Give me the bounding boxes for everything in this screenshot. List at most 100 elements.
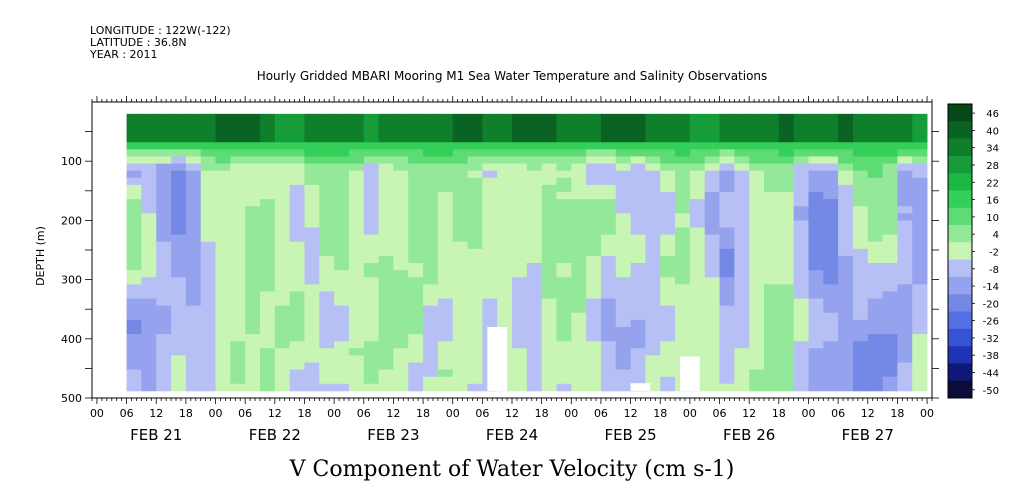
heatmap-cell bbox=[882, 120, 898, 129]
heatmap-cell bbox=[793, 369, 809, 378]
heatmap-cell bbox=[586, 163, 602, 172]
heatmap-cell bbox=[734, 220, 750, 228]
heatmap-cell bbox=[467, 362, 483, 370]
heatmap-cell bbox=[171, 199, 187, 207]
heatmap-cell bbox=[289, 163, 305, 172]
heatmap-cell bbox=[289, 241, 305, 250]
x-hour-tick-label: 00 bbox=[209, 407, 223, 420]
heatmap-cell bbox=[289, 177, 305, 186]
heatmap-cell bbox=[512, 305, 528, 314]
heatmap-cell bbox=[838, 326, 854, 335]
heatmap-cell bbox=[408, 227, 424, 235]
heatmap-cell bbox=[808, 135, 824, 143]
heatmap-cell bbox=[675, 312, 691, 321]
heatmap-cell bbox=[556, 319, 572, 328]
heatmap-cell bbox=[823, 348, 839, 356]
heatmap-cell bbox=[348, 227, 365, 235]
heatmap-cell bbox=[200, 220, 216, 228]
heatmap-cell bbox=[260, 135, 276, 143]
heatmap-cell bbox=[156, 248, 172, 257]
heatmap-cell bbox=[482, 255, 498, 264]
heatmap-cell bbox=[660, 184, 676, 193]
heatmap-cell bbox=[600, 326, 617, 335]
heatmap-cell bbox=[749, 234, 765, 243]
heatmap-cell bbox=[230, 341, 246, 349]
heatmap-cell bbox=[645, 341, 661, 349]
heatmap-cell bbox=[378, 248, 394, 257]
heatmap-cell bbox=[141, 326, 157, 335]
heatmap-cell bbox=[793, 248, 809, 257]
heatmap-cell bbox=[319, 234, 335, 243]
heatmap-cell bbox=[230, 163, 246, 172]
x-hour-tick-label: 00 bbox=[801, 407, 815, 420]
heatmap-cell bbox=[734, 234, 750, 243]
heatmap-cell bbox=[185, 163, 202, 172]
heatmap-cell bbox=[452, 113, 468, 122]
heatmap-cell bbox=[734, 170, 750, 179]
heatmap-cell bbox=[793, 170, 809, 179]
heatmap-cell bbox=[126, 334, 142, 342]
heatmap-cell bbox=[897, 191, 913, 200]
heatmap-cell bbox=[348, 220, 365, 228]
heatmap-cell bbox=[512, 177, 528, 186]
heatmap-cell bbox=[408, 206, 424, 214]
heatmap-cell bbox=[141, 213, 157, 221]
heatmap-cell bbox=[660, 298, 676, 307]
heatmap-cell bbox=[260, 298, 276, 307]
heatmap-cell bbox=[615, 277, 631, 285]
heatmap-cell bbox=[556, 383, 572, 392]
colorbar-swatch bbox=[948, 138, 972, 157]
heatmap-cell bbox=[734, 376, 750, 385]
heatmap-cell bbox=[215, 199, 231, 207]
heatmap-cell bbox=[289, 348, 305, 356]
heatmap-cell bbox=[452, 341, 468, 349]
heatmap-cell bbox=[304, 383, 320, 392]
heatmap-cell bbox=[230, 227, 246, 235]
heatmap-cell bbox=[497, 120, 513, 129]
heatmap-cell bbox=[423, 156, 439, 164]
heatmap-cell bbox=[185, 234, 202, 243]
heatmap-cell bbox=[423, 277, 439, 285]
heatmap-cell bbox=[200, 376, 216, 385]
heatmap-cell bbox=[600, 255, 617, 264]
heatmap-cell bbox=[675, 156, 691, 164]
heatmap-cell bbox=[467, 163, 483, 172]
heatmap-cell bbox=[171, 149, 187, 157]
heatmap-cell bbox=[497, 170, 513, 179]
heatmap-cell bbox=[852, 383, 869, 392]
heatmap-cell bbox=[541, 326, 557, 335]
heatmap-cell bbox=[556, 369, 572, 378]
heatmap-cell bbox=[156, 277, 172, 285]
heatmap-cell bbox=[749, 383, 765, 392]
heatmap-cell bbox=[675, 319, 691, 328]
heatmap-cell bbox=[867, 142, 883, 150]
heatmap-cell bbox=[660, 234, 676, 243]
x-hour-tick-label: 00 bbox=[327, 407, 341, 420]
heatmap-cell bbox=[867, 191, 883, 200]
heatmap-cell bbox=[467, 156, 483, 164]
heatmap-cell bbox=[215, 291, 231, 299]
heatmap-cell bbox=[645, 227, 661, 235]
heatmap-cell bbox=[215, 362, 231, 370]
heatmap-cell bbox=[556, 234, 572, 243]
heatmap-cell bbox=[586, 213, 602, 221]
heatmap-cell bbox=[615, 142, 631, 150]
heatmap-cell bbox=[778, 341, 795, 349]
heatmap-cell bbox=[304, 234, 320, 243]
heatmap-cell bbox=[245, 277, 261, 285]
heatmap-cell bbox=[408, 220, 424, 228]
heatmap-cell bbox=[897, 383, 913, 392]
heatmap-cell bbox=[852, 284, 869, 292]
heatmap-cell bbox=[245, 298, 261, 307]
heatmap-cell bbox=[838, 135, 854, 143]
heatmap-cell bbox=[185, 191, 202, 200]
heatmap-cell bbox=[897, 206, 913, 214]
heatmap-cell bbox=[408, 291, 424, 299]
heatmap-cell bbox=[363, 277, 379, 285]
heatmap-cell bbox=[260, 170, 276, 179]
heatmap-cell bbox=[719, 163, 735, 172]
heatmap-cell bbox=[348, 255, 365, 264]
heatmap-cell bbox=[719, 206, 735, 214]
heatmap-cell bbox=[749, 255, 765, 264]
heatmap-cell bbox=[734, 369, 750, 378]
